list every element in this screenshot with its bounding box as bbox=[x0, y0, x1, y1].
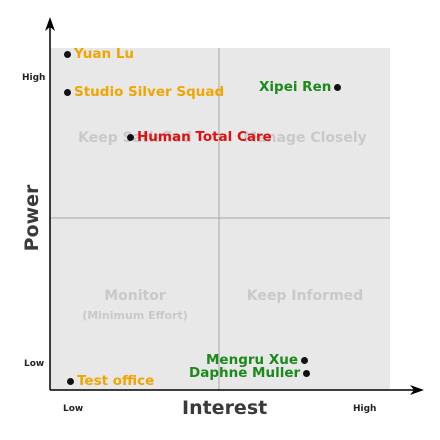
stakeholder-label: Yuan Lu bbox=[74, 46, 135, 62]
y-axis-title: Power bbox=[21, 184, 43, 252]
stakeholder-yuan-lu: Yuan Lu bbox=[64, 46, 134, 62]
y-axis-high-label: High bbox=[22, 73, 46, 83]
quadrant-top-left-label: Keep Satisfied bbox=[78, 130, 192, 146]
quadrant-top-right-label: Manage Closely bbox=[243, 130, 367, 146]
x-axis-low-label: Low bbox=[63, 404, 84, 414]
quadrant-bottom-left-label: Monitor bbox=[104, 288, 166, 304]
point-dot bbox=[64, 88, 71, 96]
stakeholder-label: Studio Silver Squad bbox=[74, 84, 225, 100]
quadrant-bottom-right-label: Keep Informed bbox=[246, 288, 364, 304]
quadrant-panel bbox=[50, 48, 390, 390]
stakeholder-label: Mengru Xue bbox=[206, 352, 299, 368]
point-dot bbox=[67, 377, 74, 385]
point-dot bbox=[334, 83, 342, 91]
stakeholder-label: Daphne Muller bbox=[189, 365, 301, 381]
stakeholder-test-office: Test office bbox=[67, 373, 154, 389]
point-dot bbox=[301, 356, 309, 364]
point-dot bbox=[303, 369, 311, 377]
stakeholder-human-total-care: Human Total Care bbox=[127, 129, 272, 145]
stakeholder-studio-silver-squad: Studio Silver Squad bbox=[64, 84, 224, 100]
x-axis-arrow-icon bbox=[410, 385, 424, 395]
x-axis-title: Interest bbox=[182, 397, 268, 419]
stakeholder-label: Test office bbox=[77, 373, 155, 389]
point-dot bbox=[127, 133, 134, 141]
quadrant-bottom-left-sublabel: (Minimum Effort) bbox=[82, 309, 188, 322]
x-axis-high-label: High bbox=[353, 404, 377, 414]
y-axis-low-label: Low bbox=[24, 359, 45, 369]
stakeholder-label: Xipei Ren bbox=[259, 79, 332, 95]
stakeholder-daphne-muller: Daphne Muller bbox=[189, 365, 311, 381]
point-dot bbox=[64, 50, 71, 58]
stakeholder-xipei-ren: Xipei Ren bbox=[259, 79, 342, 95]
y-axis-arrow-icon bbox=[45, 17, 55, 31]
stakeholder-mengru-xue: Mengru Xue bbox=[206, 352, 309, 368]
stakeholder-label: Human Total Care bbox=[137, 129, 272, 145]
